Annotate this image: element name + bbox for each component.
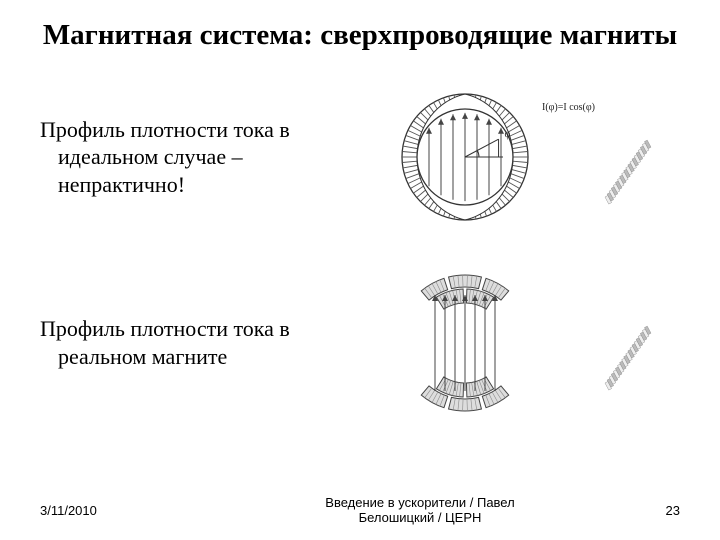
- text-ideal: Профиль плотности тока в идеальном случа…: [40, 116, 350, 199]
- footer-center-l2: Белошицкий / ЦЕРН: [359, 510, 482, 525]
- text-ideal-l1: Профиль плотности тока в: [40, 117, 290, 142]
- text-real-l1: Профиль плотности тока в: [40, 316, 290, 341]
- footer-center-l1: Введение в ускорители / Павел: [325, 495, 514, 510]
- section-real: Профиль плотности тока в реальном магнит…: [0, 263, 720, 423]
- diagram-ideal: φ: [370, 77, 680, 237]
- section-ideal: Профиль плотности тока в идеальном случа…: [0, 77, 720, 237]
- footer-page: 23: [640, 503, 720, 518]
- text-ideal-l2: идеальном случае –: [40, 143, 350, 171]
- text-real-l2: реальном магните: [40, 343, 350, 371]
- footer-center: Введение в ускорители / Павел Белошицкий…: [200, 495, 640, 526]
- footer: 3/11/2010 Введение в ускорители / Павел …: [0, 495, 720, 526]
- slide-title: Магнитная система: сверхпроводящие магни…: [0, 0, 720, 53]
- diagram-real: [370, 263, 680, 423]
- footer-date: 3/11/2010: [0, 503, 200, 518]
- text-ideal-l3: непрактично!: [40, 171, 350, 199]
- diagram-real-wrap: [350, 263, 720, 423]
- text-real: Профиль плотности тока в реальном магнит…: [40, 315, 350, 370]
- formula-label: I(φ)=I cos(φ): [542, 102, 595, 113]
- svg-text:φ: φ: [505, 129, 511, 140]
- diagram-ideal-wrap: φ: [350, 77, 720, 237]
